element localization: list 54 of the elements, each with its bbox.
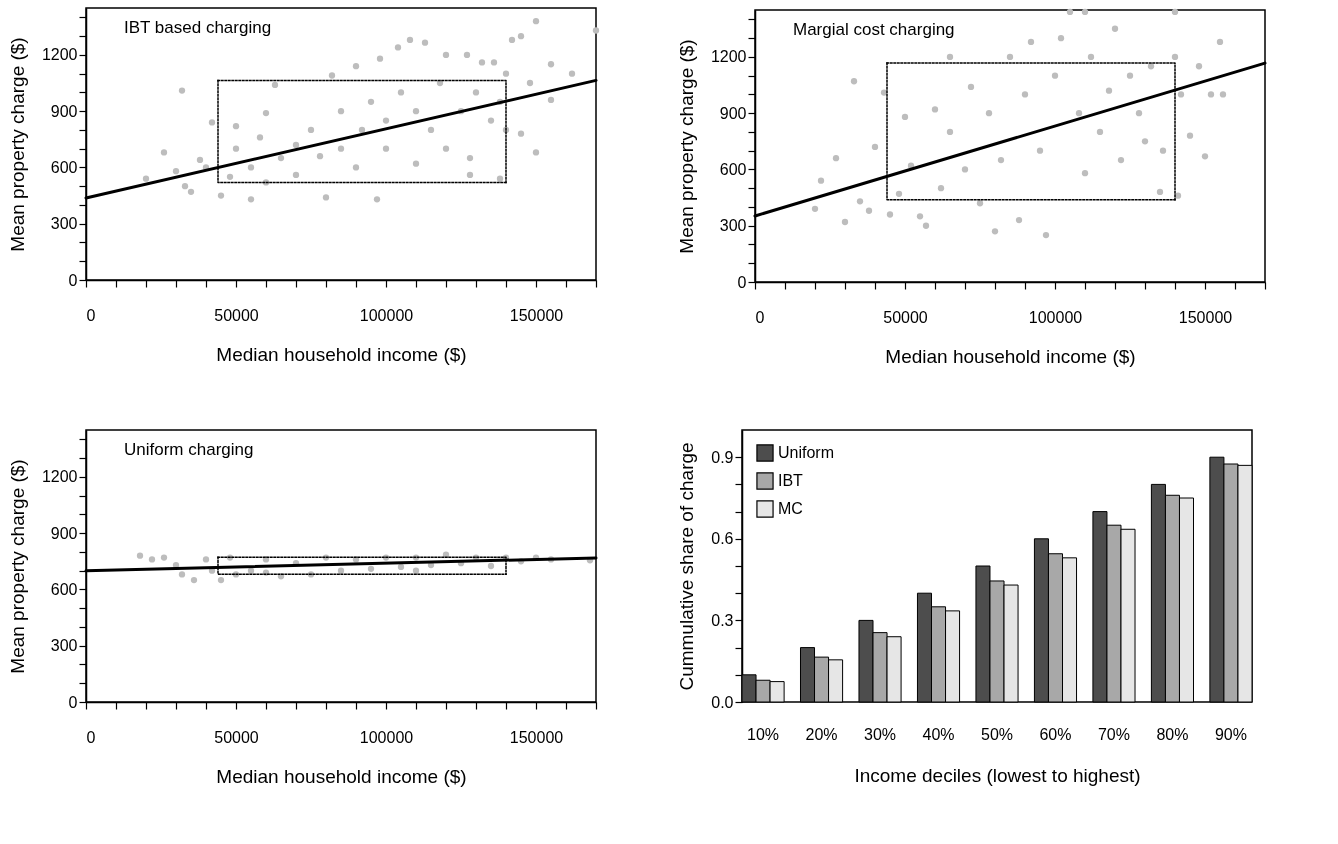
x-tick-label: 60% <box>1039 725 1072 743</box>
y-axis-title: Mean property charge ($) <box>6 37 28 252</box>
x-tick-label: 0 <box>86 728 96 746</box>
x-axis-title: Median household income ($) <box>216 765 467 787</box>
x-tick-label: 100000 <box>359 728 414 746</box>
y-axis-title: Mean property charge ($) <box>6 459 28 674</box>
y-tick-label: 1200 <box>710 48 747 66</box>
y-tick-label: 0 <box>68 693 78 711</box>
y-tick-label: 600 <box>50 580 78 598</box>
y-tick-label: 0.6 <box>711 530 734 548</box>
x-axis-title: Median household income ($) <box>216 343 467 365</box>
y-axis-title: Cummulative share of charge <box>676 442 698 691</box>
x-tick-label: 40% <box>922 725 955 743</box>
y-axis-title: Mean property charge ($) <box>675 39 697 254</box>
text: IBT based charging <box>124 18 272 37</box>
x-tick-label: 50000 <box>214 306 259 324</box>
x-tick-label: 30% <box>864 725 897 743</box>
x-axis-title: Income deciles (lowest to highest) <box>854 764 1141 786</box>
text: Margial cost charging <box>793 20 955 39</box>
y-tick-label: 0.0 <box>711 693 734 711</box>
y-tick-label: 900 <box>50 524 78 542</box>
x-tick-label: 150000 <box>509 728 564 746</box>
x-tick-label: 50000 <box>883 308 928 326</box>
legend-label: IBT <box>778 472 804 489</box>
x-tick-label: 150000 <box>509 306 564 324</box>
y-tick-label: 0.9 <box>711 448 734 466</box>
x-tick-label: 0 <box>755 308 765 326</box>
y-tick-label: 600 <box>50 158 78 176</box>
y-tick-label: 900 <box>719 104 747 122</box>
y-tick-label: 600 <box>719 160 747 178</box>
x-tick-label: 50000 <box>214 728 259 746</box>
y-tick-label: 0.3 <box>711 611 734 629</box>
x-axis-title: Median household income ($) <box>885 345 1136 367</box>
x-tick-label: 90% <box>1214 725 1247 743</box>
y-tick-label: 300 <box>719 217 747 235</box>
y-tick-label: 1200 <box>41 46 78 64</box>
x-tick-label: 100000 <box>1028 308 1083 326</box>
x-tick-label: 50% <box>980 725 1014 743</box>
x-tick-label: 10% <box>747 725 780 743</box>
y-tick-label: 900 <box>50 102 78 120</box>
x-tick-label: 100000 <box>359 306 414 324</box>
x-tick-label: 20% <box>805 725 838 743</box>
x-tick-label: 0 <box>86 306 96 324</box>
y-tick-label: 300 <box>50 215 78 233</box>
legend-label: MC <box>778 500 803 517</box>
text: Uniform charging <box>124 440 254 459</box>
y-tick-label: 300 <box>50 637 78 655</box>
legend-label: Uniform <box>778 444 835 461</box>
x-tick-label: 150000 <box>1178 308 1233 326</box>
y-tick-label: 0 <box>68 271 78 289</box>
x-tick-label: 70% <box>1097 725 1130 743</box>
y-tick-label: 1200 <box>41 468 78 486</box>
x-tick-label: 80% <box>1156 725 1189 743</box>
y-tick-label: 0 <box>737 273 747 291</box>
